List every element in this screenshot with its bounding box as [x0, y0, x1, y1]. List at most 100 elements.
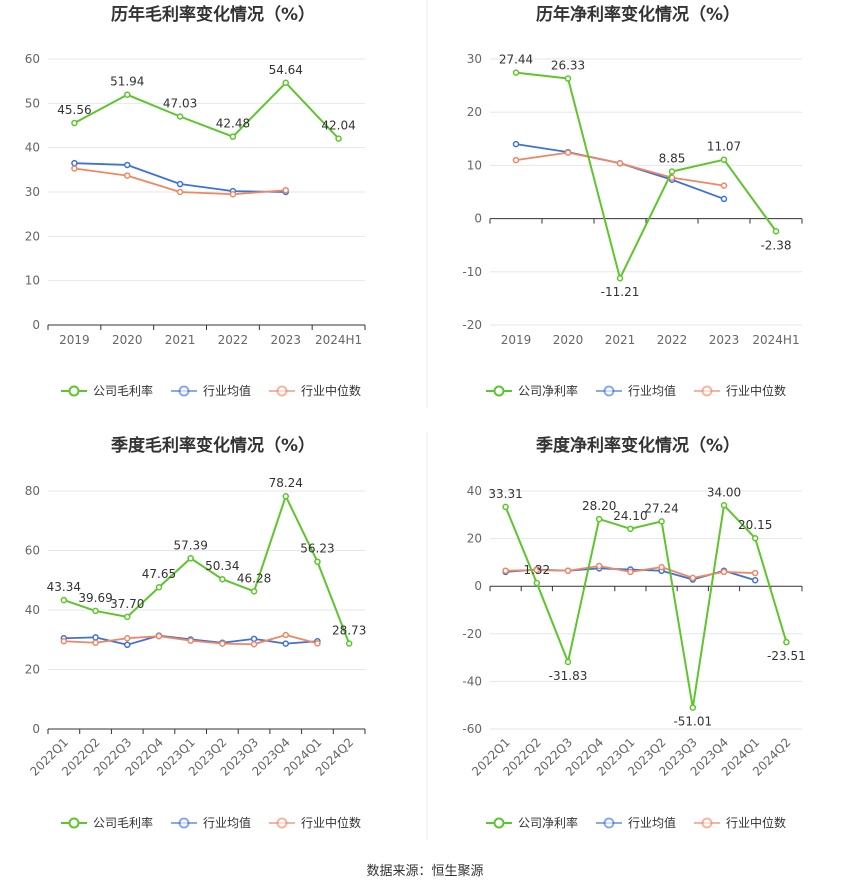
y-tick-label: 20 [25, 663, 40, 677]
series-point-1 [219, 575, 226, 583]
chart-panel-1: 历年毛利率变化情况（%） 0 10 20 30 40 50 60 2019 2020 2021 202… [25, 4, 366, 398]
series-point-3 [71, 165, 78, 172]
legend-label: 行业均值 [203, 815, 251, 830]
series-point-1 [282, 79, 289, 87]
legend-item-2: 行业均值 [171, 383, 251, 398]
legend-item-2: 行业均值 [596, 383, 676, 398]
series-line-1 [515, 71, 777, 280]
data-label: 54.64 [269, 63, 303, 77]
series-point-1 [772, 228, 780, 235]
chart-panel-2: 历年净利率变化情况（%） -20 -10 0 10 20 30 2019 2020 2021 202… [462, 4, 803, 398]
series-point-3 [229, 190, 237, 198]
y-tick-label: 20 [467, 532, 482, 546]
series-point-3 [689, 574, 697, 582]
series-point-2 [176, 180, 184, 188]
series-point-1 [595, 515, 603, 523]
y-tick-label: 80 [25, 484, 40, 498]
legend-marker [603, 385, 615, 397]
legend-item-1: 公司毛利率 [61, 815, 153, 830]
series-point-1 [92, 607, 99, 615]
series-point-1 [720, 156, 728, 163]
x-tick-label: 2023 [709, 333, 740, 347]
series-point-2 [751, 577, 759, 584]
series-point-3 [92, 639, 99, 646]
legend-marker [701, 385, 713, 397]
series-point-1 [658, 518, 665, 525]
legend-label: 行业均值 [628, 815, 676, 830]
series-point-1 [345, 640, 353, 647]
data-label: 28.20 [582, 499, 616, 513]
data-label: 24.10 [613, 509, 647, 523]
series-point-3 [124, 635, 131, 642]
series-point-2 [282, 640, 289, 647]
data-label: 46.28 [237, 571, 271, 585]
series-point-2 [92, 634, 99, 641]
legend-label: 公司毛利率 [93, 815, 153, 830]
y-tick-label: 50 [25, 96, 40, 110]
legend-label: 行业中位数 [301, 383, 361, 398]
y-tick-label: -20 [462, 318, 482, 332]
legend-item-2: 行业均值 [171, 815, 251, 830]
series-point-1 [124, 91, 131, 98]
series-point-3 [564, 149, 572, 156]
legend-label: 行业中位数 [726, 815, 786, 830]
legend-label: 行业均值 [628, 383, 676, 398]
data-label: 42.48 [216, 117, 250, 131]
data-label: -51.01 [673, 715, 712, 729]
legend-item-3: 行业中位数 [269, 383, 361, 398]
data-label: 42.04 [321, 119, 355, 133]
y-tick-label: -40 [462, 674, 482, 688]
y-tick-label: 0 [32, 722, 40, 736]
legend-label: 公司净利率 [518, 383, 578, 398]
series-point-1 [689, 704, 697, 711]
series-point-3 [564, 567, 572, 574]
series-point-3 [502, 567, 509, 574]
legend-label: 公司毛利率 [93, 383, 153, 398]
x-tick-label: 2019 [501, 333, 532, 347]
data-label: 26.33 [551, 59, 585, 73]
data-label: -23.51 [767, 649, 806, 663]
series-point-1 [60, 596, 68, 604]
series-line-2 [74, 162, 286, 193]
series-point-1 [783, 638, 790, 646]
x-tick-label: 2023 [270, 333, 301, 347]
series-point-3 [595, 562, 603, 570]
y-tick-label: 10 [467, 158, 482, 172]
data-label: 39.69 [78, 591, 112, 605]
series-line-3 [515, 151, 725, 187]
legend-item-1: 公司毛利率 [61, 383, 153, 398]
x-tick-label: 2019 [59, 333, 90, 347]
series-point-3 [155, 632, 163, 640]
series-line-1 [504, 504, 788, 709]
series-point-2 [124, 641, 131, 649]
series-point-2 [250, 635, 258, 643]
data-label: 33.31 [488, 487, 522, 501]
legend-marker [276, 385, 288, 397]
data-label: 47.03 [163, 97, 197, 111]
series-point-3 [314, 640, 321, 647]
data-label: -2.38 [760, 238, 791, 252]
series-point-3 [176, 188, 184, 196]
data-label: 34.00 [707, 485, 741, 499]
data-label: 56.23 [300, 542, 334, 556]
data-label: 51.94 [110, 75, 144, 89]
series-point-1 [124, 613, 131, 621]
y-tick-label: 20 [467, 105, 482, 119]
series-point-1 [282, 492, 289, 500]
data-label: -31.83 [549, 669, 588, 683]
y-tick-label: 40 [467, 484, 482, 498]
data-label: 47.65 [142, 567, 176, 581]
data-label: 1.32 [523, 563, 550, 577]
chart-title: 季度净利率变化情况（%） [536, 435, 740, 456]
series-point-3 [282, 186, 289, 194]
series-point-1 [155, 583, 163, 591]
data-label: 43.34 [47, 580, 81, 594]
series-point-2 [71, 159, 78, 167]
series-point-1 [335, 135, 342, 142]
series-point-1 [512, 69, 520, 76]
series-point-3 [627, 568, 634, 576]
data-label: 78.24 [269, 476, 303, 490]
series-point-3 [219, 640, 226, 647]
data-label: 45.56 [57, 103, 91, 117]
x-tick-label: 2020 [112, 333, 143, 347]
